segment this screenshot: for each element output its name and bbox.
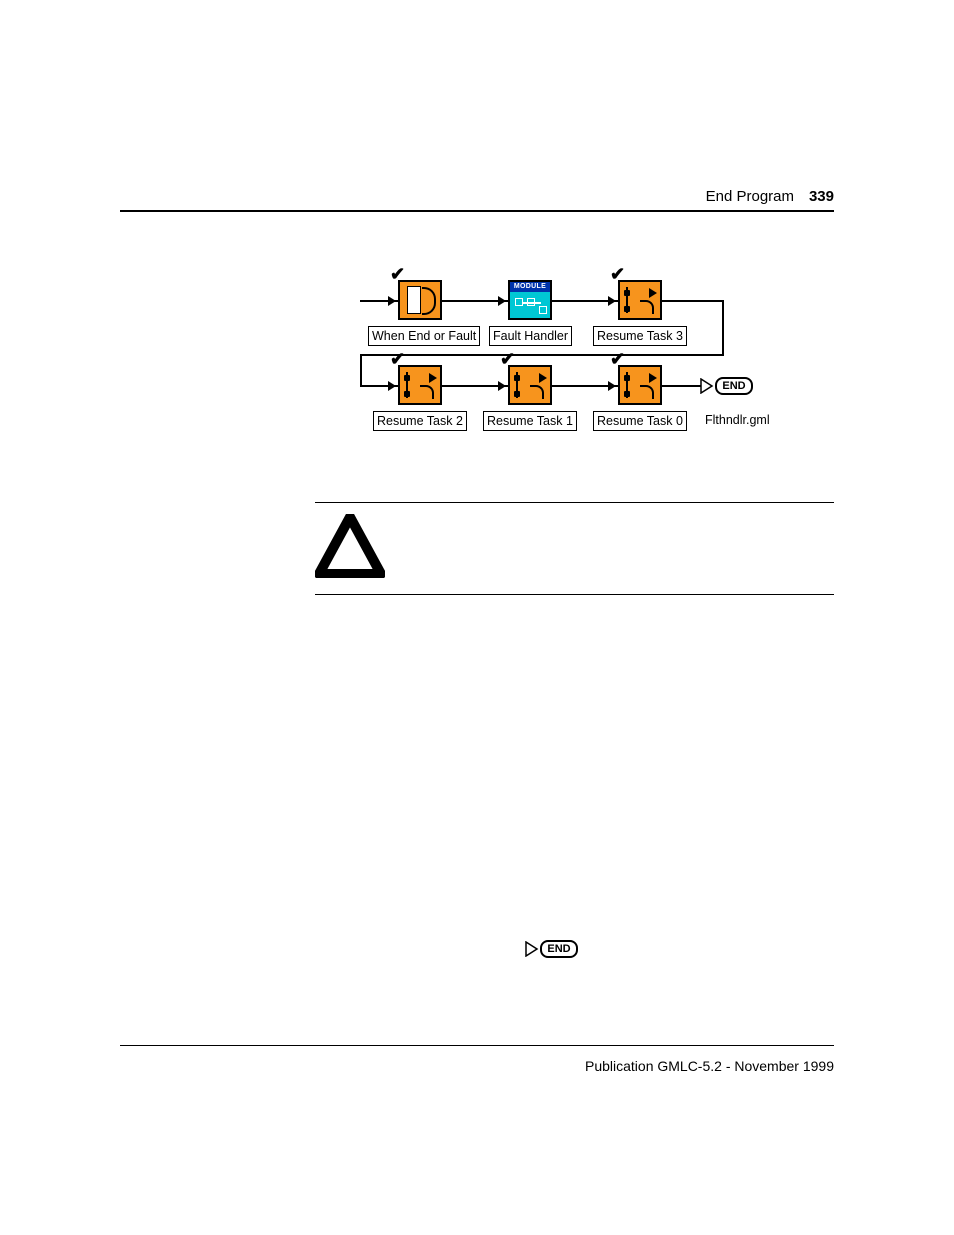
check-icon: ✔ <box>610 349 625 370</box>
header-rule <box>120 210 834 212</box>
wire <box>360 354 362 386</box>
attention-rule-bottom <box>315 594 834 595</box>
arrow-icon <box>388 296 396 306</box>
resume-glyph-icon <box>620 282 660 318</box>
attention-triangle-icon <box>315 514 385 578</box>
resume-glyph-icon <box>400 367 440 403</box>
arrow-icon <box>608 296 616 306</box>
end-terminator-inline: END <box>540 940 578 958</box>
block-resume-task-3 <box>618 280 662 320</box>
label-resume-task-2: Resume Task 2 <box>373 411 467 431</box>
check-icon: ✔ <box>500 349 515 370</box>
label-filename: Flthndlr.gml <box>705 413 770 427</box>
block-when-end-or-fault <box>398 280 442 320</box>
resume-glyph-icon <box>620 367 660 403</box>
block-resume-task-2 <box>398 365 442 405</box>
arrow-icon <box>608 381 616 391</box>
attention-rule-top <box>315 502 834 503</box>
wire <box>662 300 724 302</box>
arrow-icon <box>498 296 506 306</box>
footer-rule <box>120 1045 834 1046</box>
label-resume-task-3: Resume Task 3 <box>593 326 687 346</box>
check-icon: ✔ <box>390 349 405 370</box>
block-fault-handler: MODULE <box>508 280 552 320</box>
end-terminator: END <box>715 377 753 395</box>
header-title: End Program <box>706 188 794 205</box>
block-resume-task-1 <box>508 365 552 405</box>
header-page-number: 339 <box>809 188 834 205</box>
block-resume-task-0 <box>618 365 662 405</box>
label-fault-handler: Fault Handler <box>489 326 572 346</box>
label-when-end-or-fault: When End or Fault <box>368 326 480 346</box>
wire <box>360 354 724 356</box>
wire <box>722 300 724 356</box>
resume-glyph-icon <box>510 367 550 403</box>
flow-diagram: ✔ MODULE ✔ ✔ <box>360 270 835 450</box>
triangle-into-icon <box>700 378 714 394</box>
fault-glyph-icon <box>400 282 440 318</box>
footer-text: Publication GMLC-5.2 - November 1999 <box>585 1058 834 1074</box>
arrow-icon <box>388 381 396 391</box>
check-icon: ✔ <box>610 264 625 285</box>
check-icon: ✔ <box>390 264 405 285</box>
label-resume-task-1: Resume Task 1 <box>483 411 577 431</box>
arrow-icon <box>498 381 506 391</box>
label-resume-task-0: Resume Task 0 <box>593 411 687 431</box>
